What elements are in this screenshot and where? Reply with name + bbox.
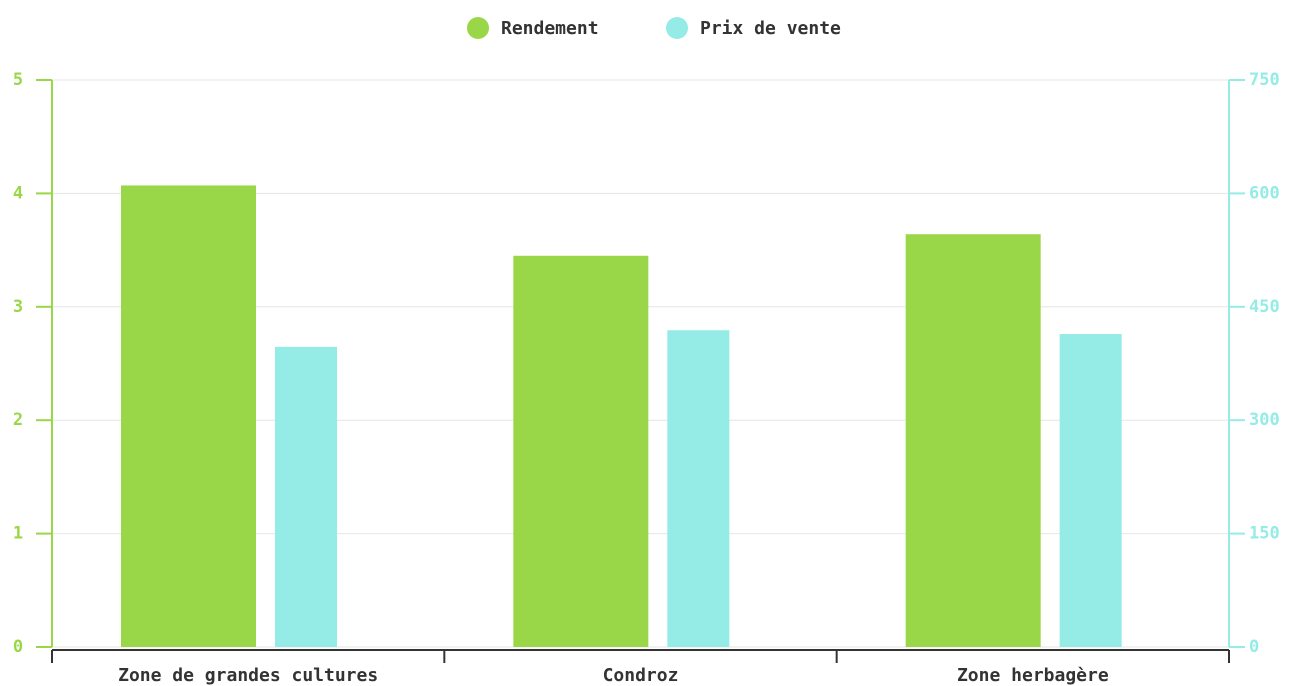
bar	[1059, 334, 1122, 647]
x-tick-label: Zone herbagère	[957, 665, 1109, 686]
y-tick-label: 1	[13, 524, 23, 544]
legend-swatch	[666, 17, 688, 39]
y2-tick-label: 300	[1249, 410, 1280, 430]
y-tick-label: 5	[13, 70, 23, 90]
legend-label: Prix de vente	[700, 18, 841, 39]
x-tick-label: Condroz	[603, 665, 679, 686]
y-tick-label: 4	[13, 183, 23, 203]
legend-swatch	[467, 17, 489, 39]
y2-tick-label: 150	[1249, 524, 1280, 544]
y2-tick-label: 450	[1249, 297, 1280, 317]
y2-tick-label: 750	[1249, 70, 1280, 90]
bar	[667, 330, 730, 647]
y-tick-label: 3	[13, 297, 23, 317]
legend-label: Rendement	[501, 18, 599, 39]
bar	[121, 185, 256, 647]
x-tick-label: Zone de grandes cultures	[118, 665, 378, 686]
y-tick-label: 2	[13, 410, 23, 430]
y2-tick-label: 600	[1249, 183, 1280, 203]
bar	[275, 346, 337, 647]
bar	[513, 255, 649, 647]
y2-tick-label: 0	[1249, 637, 1259, 657]
bar	[905, 234, 1041, 647]
y-tick-label: 0	[13, 637, 23, 657]
